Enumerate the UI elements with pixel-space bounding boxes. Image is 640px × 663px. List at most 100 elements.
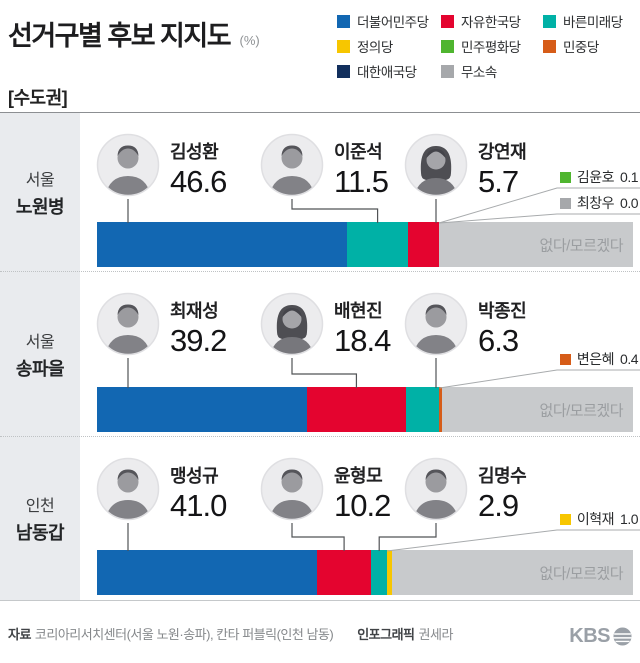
region-district: 송파을 [15,359,65,379]
legend-color-swatch [543,39,556,53]
kbs-logo: KBS [569,625,632,648]
candidate-photo [404,457,468,521]
minor-color-swatch [559,353,571,365]
candidate-block: 김명수 2.9 [404,457,527,523]
candidate-block: 배현진 18.4 [260,292,391,358]
legend-label: 민중당 [563,40,599,55]
bar-segment [97,222,347,267]
candidate-name: 이준석 [334,142,383,162]
legend-item: 자유한국당 [441,13,543,30]
no-answer-label: 없다/모르겠다 [539,402,624,419]
legend-item: 더불어민주당 [337,13,441,30]
party-legend: 더불어민주당 자유한국당 바른미래당 정의당 민주평화당 민중당 대한애국당 무… [337,13,640,80]
candidate-name: 김성환 [170,142,219,162]
leader-line [439,369,640,389]
candidate-name: 박종진 [478,301,527,321]
minor-candidate-value: 0.1 [620,169,638,185]
section-divider-dotted [0,271,640,272]
minor-color-swatch [559,197,571,209]
candidate-name: 맹성규 [170,466,219,486]
leader-line [291,199,379,223]
region-label: 서울 송파을 [0,272,80,437]
bar-segment [439,387,442,432]
minor-candidate-annotation: 김윤호 0.1 [559,169,638,185]
minor-candidate-name: 최창우 [576,195,615,211]
candidate-photo [96,292,160,356]
candidate-support-value: 18.4 [334,323,391,358]
region-district: 노원병 [15,197,65,217]
legend-item: 대한애국당 [337,63,441,80]
candidate-block: 박종진 6.3 [404,292,527,358]
bar-segment [316,550,372,595]
minor-candidate-value: 0.0 [620,195,638,211]
candidate-block: 강연재 5.7 [404,133,527,199]
candidate-photo [260,457,324,521]
region-label: 인천 남동갑 [0,437,80,600]
legend-item: 민주평화당 [441,38,543,55]
source-credit: 자료 코리아리서치센터(서울 노원·송파), 칸타 퍼블릭(인천 남동) 인포그래픽… [8,624,453,643]
region-district: 남동갑 [15,523,65,543]
candidate-photo [404,133,468,197]
leader-line [378,523,437,551]
candidate-support-value: 11.5 [334,164,389,199]
candidate-photo [260,292,324,356]
candidate-name: 배현진 [334,301,383,321]
minor-candidate-value: 0.4 [620,351,638,367]
minor-candidate-value: 1.0 [620,511,638,527]
minor-candidate-annotation: 최창우 0.0 [559,195,638,211]
region-label: 서울 노원병 [0,113,80,272]
legend-color-swatch [441,14,454,28]
minor-candidate-annotation: 이혁재 1.0 [559,511,638,527]
region-group-label: [수도권] [8,88,68,108]
candidate-name: 강연재 [478,142,527,162]
bar-segment [97,550,317,595]
kbs-globe-icon [613,627,632,646]
support-stacked-bar: 없다/모르겠다 [97,387,633,432]
candidate-support-value: 5.7 [478,164,519,199]
page-title-row: 선거구별 후보 지지도 (%) [8,14,260,53]
no-answer-label: 없다/모르겠다 [539,237,624,254]
region-city: 서울 [25,172,55,189]
candidate-photo [260,133,324,197]
candidate-support-value: 39.2 [170,323,227,358]
candidate-block: 맹성규 41.0 [96,457,227,523]
legend-color-swatch [441,39,454,53]
legend-label: 민주평화당 [461,40,521,55]
legend-item: 무소속 [441,63,543,80]
bar-segment [371,550,387,595]
legend-color-swatch [441,64,454,78]
source-label: 자료 [8,627,31,642]
source-text: 코리아리서치센터(서울 노원·송파), 칸타 퍼블릭(인천 남동) [34,627,334,642]
candidate-block: 윤형모 10.2 [260,457,391,523]
support-stacked-bar: 없다/모르겠다 [97,550,633,595]
bottom-divider [0,600,640,601]
bar-segment [97,387,308,432]
candidate-support-value: 2.9 [478,488,519,523]
bar-segment [386,550,393,595]
top-divider [0,112,640,113]
candidate-support-value: 46.6 [170,164,227,199]
legend-label: 자유한국당 [461,15,521,30]
title-unit: (%) [239,33,260,48]
leader-line [291,358,358,388]
minor-candidate-name: 김윤호 [576,169,615,185]
candidate-block: 김성환 46.6 [96,133,227,199]
legend-label: 대한애국당 [357,65,417,80]
page-title: 선거구별 후보 지지도 [8,21,232,51]
bar-segment [439,222,633,267]
support-stacked-bar: 없다/모르겠다 [97,222,633,267]
region-city: 인천 [25,498,55,515]
candidate-support-value: 6.3 [478,323,519,358]
district-section-namdong: 인천 남동갑 맹성규 41.0 윤형모 10.2 김명수 2.9 이혁재 1.0… [0,437,640,600]
legend-item: 바른미래당 [543,13,640,30]
minor-candidate-name: 변은혜 [576,351,615,367]
legend-item: 민중당 [543,38,640,55]
section-divider-dotted [0,436,640,437]
candidate-support-value: 41.0 [170,488,227,523]
region-city: 서울 [25,334,55,351]
legend-color-swatch [543,14,556,28]
bar-segment [408,222,439,267]
minor-color-swatch [559,171,571,183]
legend-label: 정의당 [357,40,393,55]
candidate-support-value: 10.2 [334,488,391,523]
